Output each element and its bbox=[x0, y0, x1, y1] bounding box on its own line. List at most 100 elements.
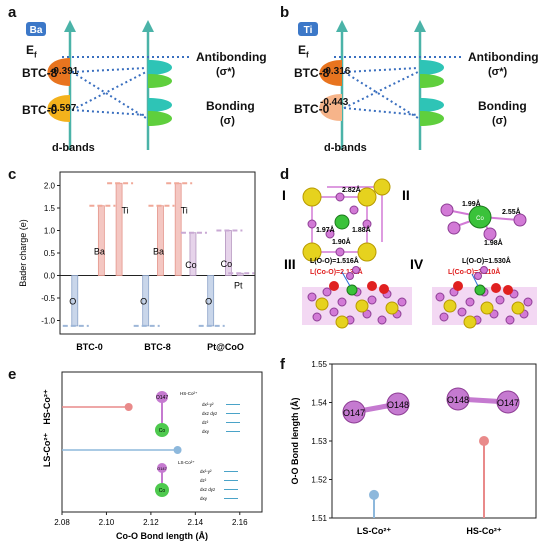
slab-IV bbox=[432, 266, 537, 329]
chart-e-xtick-label: 2.08 bbox=[54, 518, 70, 527]
chart-f-mol-left-label-1: O147 bbox=[343, 408, 365, 418]
dist-I-2: 1.97Å bbox=[316, 225, 335, 234]
chart-f-mol-right-atom-2 bbox=[496, 390, 520, 414]
level-label-a-2: BTC-0 bbox=[22, 103, 58, 117]
panel-c: c 2.0 1.5 1.0 0.5 0.0 -0.5 -1.0 Bader charge (e… bbox=[0, 162, 270, 362]
chart-c-ytick-label: -1.0 bbox=[41, 317, 55, 326]
lobe-btc0 bbox=[47, 95, 70, 122]
chart-f-mol-right-label-1: O148 bbox=[447, 395, 469, 405]
left-axis-arrowhead bbox=[64, 20, 76, 32]
chart-c-bar-label: Ba bbox=[153, 247, 164, 257]
III-oo: L(O-O)=1.516Å bbox=[310, 256, 359, 265]
chart-c-ytick-label: 0.5 bbox=[44, 249, 56, 258]
chart-f-mol-right-label-2: O147 bbox=[497, 398, 519, 408]
badge-ba-bg bbox=[26, 22, 46, 36]
chart-f-ytick-label: 1.55 bbox=[311, 360, 327, 369]
antibonding-b: Antibonding bbox=[468, 50, 539, 64]
dbands-b: d-bands bbox=[324, 142, 367, 154]
connector-lines-b bbox=[343, 67, 419, 119]
lobe-btc8-b bbox=[319, 60, 342, 86]
chart-e-ls-title: LS-Co²⁺ bbox=[178, 460, 195, 465]
chart-c-category-label: BTC-8 bbox=[144, 342, 171, 352]
chart-e-ls-o-atom bbox=[157, 463, 167, 473]
roman-IV: IV bbox=[410, 256, 424, 272]
panel-e: e 2.08 2.10 2.12 2.14 2.16 Co-O Bond length (… bbox=[0, 362, 272, 546]
chart-e-hs-orbital: dz² bbox=[202, 420, 209, 425]
chart-f-frame bbox=[331, 363, 537, 519]
panel-b: b Ti Ef BTC-8 BTC-0 -0.316 -0.443 Antibo… bbox=[272, 0, 544, 160]
chart-c-bar-label: O bbox=[69, 297, 76, 307]
antibonding-sym-b: (σ*) bbox=[488, 66, 508, 78]
chart-e-ls-orbital: dxy bbox=[200, 496, 208, 501]
chart-c-bar-label: Ba bbox=[94, 247, 105, 257]
co-o-bond-chart: 2.08 2.10 2.12 2.14 2.16 Co-O Bond length (Å)… bbox=[42, 371, 263, 541]
chart-e-xtick-label: 2.12 bbox=[143, 518, 159, 527]
chart-e-hs-orbital: dxy bbox=[202, 429, 210, 434]
slab-III bbox=[302, 266, 412, 329]
orbital-anti-1-b bbox=[420, 60, 444, 75]
bonding-a: Bonding bbox=[206, 99, 255, 113]
chart-f-ylabel: O-O Bond length (Å) bbox=[290, 398, 300, 485]
chart-f-category-label: LS-Co²⁺ bbox=[357, 526, 391, 536]
dist-II-1: 1.99Å bbox=[462, 199, 481, 208]
dist-II-2: 2.55Å bbox=[502, 207, 521, 216]
chart-c-bar bbox=[115, 182, 123, 276]
chart-e-xlabel: Co-O Bond length (Å) bbox=[116, 531, 208, 541]
chart-c-ylabel: Bader charge (e) bbox=[18, 219, 28, 287]
panel-c-letter: c bbox=[8, 166, 17, 183]
antibonding-sym-a: (σ*) bbox=[216, 66, 236, 78]
chart-e-hs-orbital: dxz dyz bbox=[202, 411, 218, 416]
orbital-anti-1 bbox=[148, 60, 172, 75]
IV-coo: L(Co-O)=2.110Å bbox=[448, 267, 500, 276]
chart-c-bar-label: Co bbox=[221, 259, 233, 269]
dist-I-1: 2.82Å bbox=[342, 185, 361, 194]
level-label-b-1: BTC-8 bbox=[294, 66, 330, 80]
chart-c-bar-label: Ti bbox=[181, 205, 188, 215]
chart-e-category-label: HS-Co²⁺ bbox=[42, 389, 52, 424]
roman-II: II bbox=[402, 187, 410, 203]
IV-oo: L(O-O)=1.530Å bbox=[462, 256, 511, 265]
chart-e-frame bbox=[61, 371, 263, 513]
level-label-a-1: BTC-8 bbox=[22, 66, 58, 80]
chart-f-mol-left-atom-1 bbox=[342, 400, 366, 424]
chart-c-ytick-label: 1.5 bbox=[44, 204, 56, 213]
panel-b-diagram: Ti bbox=[298, 20, 462, 150]
chart-e-ls-orbital: dz² bbox=[200, 478, 207, 483]
structure-II: Co bbox=[440, 203, 527, 241]
chart-e-xtick-label: 2.16 bbox=[232, 518, 248, 527]
chart-f-point bbox=[369, 489, 379, 500]
dist-II-3: 1.98Å bbox=[484, 238, 503, 247]
chart-e-xtick-label: 2.10 bbox=[99, 518, 115, 527]
level-value-b-2: -0.443 bbox=[320, 97, 349, 108]
left-axis-arrowhead-b bbox=[336, 20, 348, 32]
chart-f-ytick-label: 1.54 bbox=[311, 399, 327, 408]
dist-I-4: 1.90Å bbox=[332, 237, 351, 246]
dist-I-3: 1.88Å bbox=[352, 225, 371, 234]
chart-e-ls-co-label: Co bbox=[159, 488, 166, 494]
orbital-bond-1 bbox=[148, 98, 172, 112]
level-value-a-1: -0.391 bbox=[50, 66, 79, 77]
bonding-b: Bonding bbox=[478, 99, 527, 113]
orbital-bond-1-b bbox=[420, 98, 444, 112]
fermi-label-b: Ef bbox=[298, 43, 309, 60]
chart-f-mol-right-atom-1 bbox=[446, 387, 470, 411]
chart-e-ls-co-atom bbox=[155, 483, 169, 497]
right-axis-arrowhead-b bbox=[414, 20, 426, 32]
chart-c-bar-label: Co bbox=[185, 260, 197, 270]
level-label-b-2: BTC-0 bbox=[294, 102, 330, 116]
chart-c-ytick-label: 2.0 bbox=[44, 182, 56, 191]
chart-e-hs-co-atom bbox=[155, 423, 169, 437]
chart-f-mol-left-atom-2 bbox=[386, 392, 410, 416]
structure-images: I 2.82Å 1.97Å 1.88Å 1.90Å II Co 1.99Å 2.… bbox=[282, 178, 537, 329]
orbital-bond-2 bbox=[148, 111, 172, 126]
chart-e-ls-orbital: dx²-y² bbox=[200, 469, 212, 474]
fermi-label-a: Ef bbox=[26, 43, 37, 60]
orbital-anti-2 bbox=[148, 74, 172, 88]
panel-f: f 1.55 1.54 1.53 1.52 1.51 O-O Bond length (Å… bbox=[272, 352, 544, 546]
badge-ba: Ba bbox=[30, 25, 43, 36]
panel-a-diagram: Ba bbox=[26, 20, 190, 150]
chart-e-point bbox=[124, 403, 133, 411]
panel-b-letter: b bbox=[280, 4, 290, 21]
chart-e-hs-co-label: Co bbox=[159, 428, 166, 434]
bonding-sym-a: (σ) bbox=[220, 115, 235, 127]
